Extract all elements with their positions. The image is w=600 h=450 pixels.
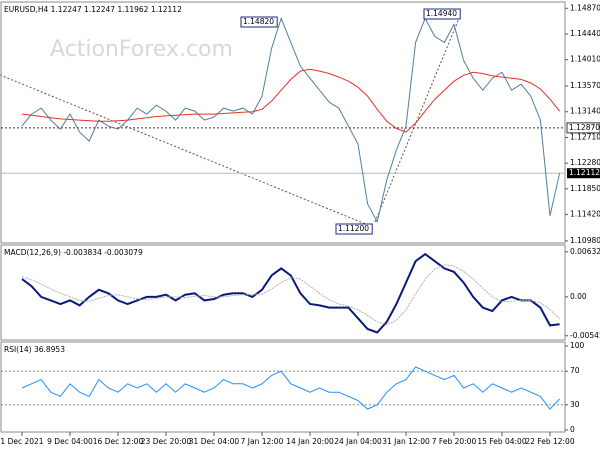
- y-tick-label: 1.11850: [570, 184, 600, 193]
- y-tick-label: 1.11420: [570, 210, 600, 219]
- panel-title: EURUSD,H4 1.12247 1.12247 1.11962 1.1211…: [4, 5, 182, 14]
- y-tick-label: 30: [570, 400, 580, 409]
- x-tick-label: 7 Jan 12:00: [241, 437, 284, 446]
- level-box: [566, 122, 600, 134]
- x-tick-label: 14 Jan 20:00: [286, 437, 334, 446]
- x-tick-label: 7 Feb 20:00: [432, 437, 477, 446]
- panel-title: RSI(14) 36.8953: [4, 345, 65, 354]
- price-box: [567, 168, 600, 179]
- series-line: [21, 252, 560, 334]
- y-tick-label: 1.14010: [570, 55, 600, 64]
- y-tick-label: 1.12280: [570, 158, 600, 167]
- series-line: [21, 68, 560, 133]
- y-tick-label: 1.10980: [570, 236, 600, 245]
- watermark: ActionForex.com: [50, 37, 233, 62]
- y-tick-label: 0.00632: [570, 247, 600, 256]
- x-tick-label: 31 Jan 12:00: [382, 437, 430, 446]
- y-tick-label: 1.14440: [570, 29, 600, 38]
- x-tick-label: 9 Dec 04:00: [47, 437, 93, 446]
- y-tick-label: 0.00: [570, 292, 587, 301]
- x-tick-label: 31 Dec 04:00: [189, 437, 240, 446]
- x-tick-label: 1 Dec 2021: [0, 437, 43, 446]
- x-tick-label: 16 Dec 12:00: [93, 437, 144, 446]
- annotation-box: [423, 8, 461, 20]
- panel-frame: [0, 244, 566, 341]
- trend-line: [374, 15, 461, 223]
- annotation: 1.14820: [243, 17, 274, 26]
- x-tick-label: 23 Dec 20:00: [141, 437, 192, 446]
- price-label: 1.12112: [569, 168, 600, 177]
- y-tick-label: 1.14870: [570, 3, 600, 12]
- x-tick-label: 24 Jan 04:00: [334, 437, 382, 446]
- y-tick-label: 70: [570, 366, 580, 375]
- annotation-box: [335, 223, 373, 235]
- y-tick-label: 0: [570, 425, 575, 434]
- annotation: 1.14940: [426, 9, 457, 18]
- panel-title: MACD(12,26,9) -0.003834 -0.003079: [4, 248, 143, 257]
- x-tick-label: 22 Feb 12:00: [525, 437, 574, 446]
- annotation: 1.11200: [338, 224, 369, 233]
- y-tick-label: 100: [570, 341, 585, 350]
- annotation-box: [240, 16, 278, 28]
- panel-frame: [0, 1, 566, 244]
- y-tick-label: 1.13140: [570, 107, 600, 116]
- y-tick-label: -0.005455: [570, 331, 600, 340]
- y-tick-label: 1.12710: [570, 132, 600, 141]
- level-label: 1.12870: [569, 123, 600, 132]
- x-tick-label: 15 Feb 04:00: [477, 437, 526, 446]
- series-line: [21, 366, 560, 410]
- series-line: [21, 264, 560, 326]
- series-line: [21, 16, 561, 224]
- y-tick-label: 1.13570: [570, 81, 600, 90]
- panel-frame: [0, 341, 566, 433]
